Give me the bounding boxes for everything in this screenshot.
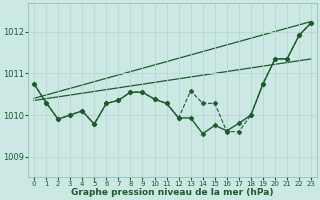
X-axis label: Graphe pression niveau de la mer (hPa): Graphe pression niveau de la mer (hPa) — [71, 188, 274, 197]
